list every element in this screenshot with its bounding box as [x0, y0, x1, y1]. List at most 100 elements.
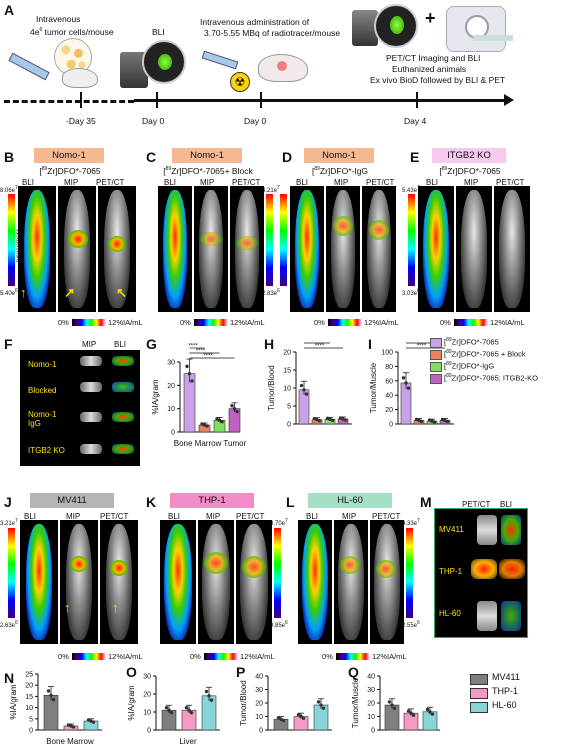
legend-swatch: [470, 702, 488, 713]
data-point: [276, 716, 281, 720]
scale-high-e: 12%IA/mL: [490, 318, 525, 327]
legend-swatch: [430, 374, 442, 384]
legend-label: [89Zr]DFO*-7065: [444, 337, 499, 347]
cb-b-top-val: 8.06e: [0, 188, 16, 194]
f-exvivo-panel: Nomo-1 Blocked Nomo-1 IgG ITGB2 KO: [20, 350, 140, 466]
pet-ct-scanner-icon: [446, 6, 513, 52]
data-point: [169, 710, 174, 715]
y-tick-label: 15: [25, 694, 33, 701]
y-axis-label: Tumor/Muscle: [369, 362, 378, 413]
legend-pre: [: [444, 337, 447, 347]
y-tick-label: 0: [29, 728, 33, 735]
scale-low-e: 0%: [440, 318, 451, 327]
legend-item: [89Zr]DFO*-7065; ITGB2-KO: [430, 372, 566, 384]
col-e-bli: BLI: [426, 178, 439, 187]
cb-k-top-val: 8.70e: [270, 521, 286, 527]
arrow-icon: ↖: [116, 285, 127, 300]
y-tick-label: 30: [367, 687, 375, 694]
legend-label: [89Zr]DFO*-IgG: [444, 361, 494, 371]
scan-d-bli: [290, 186, 324, 312]
tracer-e-pre: [: [439, 166, 442, 176]
bar: [293, 716, 309, 731]
model-k: THP-1: [170, 493, 254, 508]
legend-swatch: [430, 338, 442, 348]
scan-d-petct: [362, 186, 396, 312]
timeline-solid: [134, 99, 506, 102]
scale-bar-e: [454, 319, 488, 326]
data-point: [46, 689, 51, 693]
cb-b-bot-val: 5.40e: [0, 291, 16, 297]
y-axis-label: Tumor/Muscle: [351, 677, 360, 728]
data-point: [184, 706, 189, 710]
scale-bar-c: [194, 319, 228, 326]
tracer-c-sup: 89: [165, 166, 172, 173]
panel-label-e: E: [410, 149, 420, 165]
scale-high-j: 12%IA/mL: [108, 652, 143, 661]
data-point: [187, 371, 192, 376]
scale-low-b: 0%: [58, 318, 69, 327]
scan-k-petct: [236, 520, 272, 644]
y-tick-label: 80: [385, 364, 393, 371]
scan-k-bli: [160, 520, 196, 644]
y-tick-label: 0: [371, 728, 375, 735]
legend-post: Zr]DFO*-IgG: [451, 361, 495, 371]
cb-e-bot-val: 3.03e: [402, 291, 418, 297]
col-d-bli: BLI: [296, 178, 309, 187]
legend-item: [89Zr]DFO*-7065 + Block: [430, 348, 566, 360]
colorbar-b: [8, 194, 15, 286]
plus-sign: +: [425, 8, 436, 28]
sig-label: ****: [410, 340, 420, 345]
panel-label-g: G: [146, 336, 157, 352]
tracer-e-sup: 89: [441, 166, 448, 173]
tracer-d-sup: 89: [314, 166, 320, 173]
panel-label-d: D: [282, 149, 293, 165]
data-point: [404, 381, 408, 385]
col-k-petct: PET/CT: [236, 512, 265, 521]
panel-label-n: N: [4, 670, 15, 686]
tracer-e-post: Zr]DFO*-7065: [447, 166, 501, 176]
cb-j-bot-val: 2.63e: [0, 623, 16, 629]
bar: [422, 711, 438, 731]
y-tick-label: 20: [167, 383, 175, 390]
y-tick-label: 30: [255, 687, 263, 694]
panel-label-o: O: [126, 664, 137, 680]
arrow-icon: ↑: [64, 600, 71, 615]
data-point: [317, 418, 322, 423]
tracer-c-post: Zr]DFO*-7065+ Block: [171, 166, 253, 176]
y-tick-label: 40: [255, 674, 263, 681]
scale-bar-l: [336, 653, 370, 660]
legend-sup: 89: [446, 361, 452, 367]
y-tick-label: 10: [283, 386, 291, 393]
model-d: Nomo-1: [304, 148, 374, 163]
data-point: [419, 419, 424, 424]
legend-item: THP-1: [470, 686, 566, 700]
panel-label-h: H: [264, 336, 275, 352]
legend-pre: [: [444, 349, 447, 359]
col-c-bli: BLI: [164, 178, 177, 187]
data-point: [401, 376, 406, 380]
y-tick-label: 20: [255, 701, 263, 708]
tracer-c-pre: [: [163, 166, 166, 176]
scale-low-k: 0%: [190, 652, 201, 661]
data-point: [71, 725, 76, 729]
scan-l-petct: [370, 520, 404, 644]
model-j: MV411: [30, 493, 114, 508]
panel-label-i: I: [368, 336, 372, 352]
data-point: [220, 420, 224, 424]
col-c-mip: MIP: [200, 178, 215, 187]
cb-e-bot-sup: 6: [417, 288, 420, 294]
scan-b-mip: [58, 186, 96, 312]
data-point: [185, 364, 189, 369]
scale-low-l: 0%: [322, 652, 333, 661]
syringe-icon: [8, 52, 50, 81]
col-l-petct: PET/CT: [372, 512, 401, 521]
legend-cell-lines: MV411 THP-1 HL-60: [470, 672, 566, 714]
legend-item: MV411: [470, 672, 566, 686]
y-tick-label: 10: [167, 406, 175, 413]
bar: [43, 694, 59, 731]
y-tick-label: 5: [287, 404, 291, 411]
tracer-e: [89Zr]DFO*-7065: [414, 166, 526, 176]
chart-n: 0 5 10 15 20 25 %IA/gram Bone Marrow: [9, 672, 102, 746]
scale-low-d: 0%: [314, 318, 325, 327]
